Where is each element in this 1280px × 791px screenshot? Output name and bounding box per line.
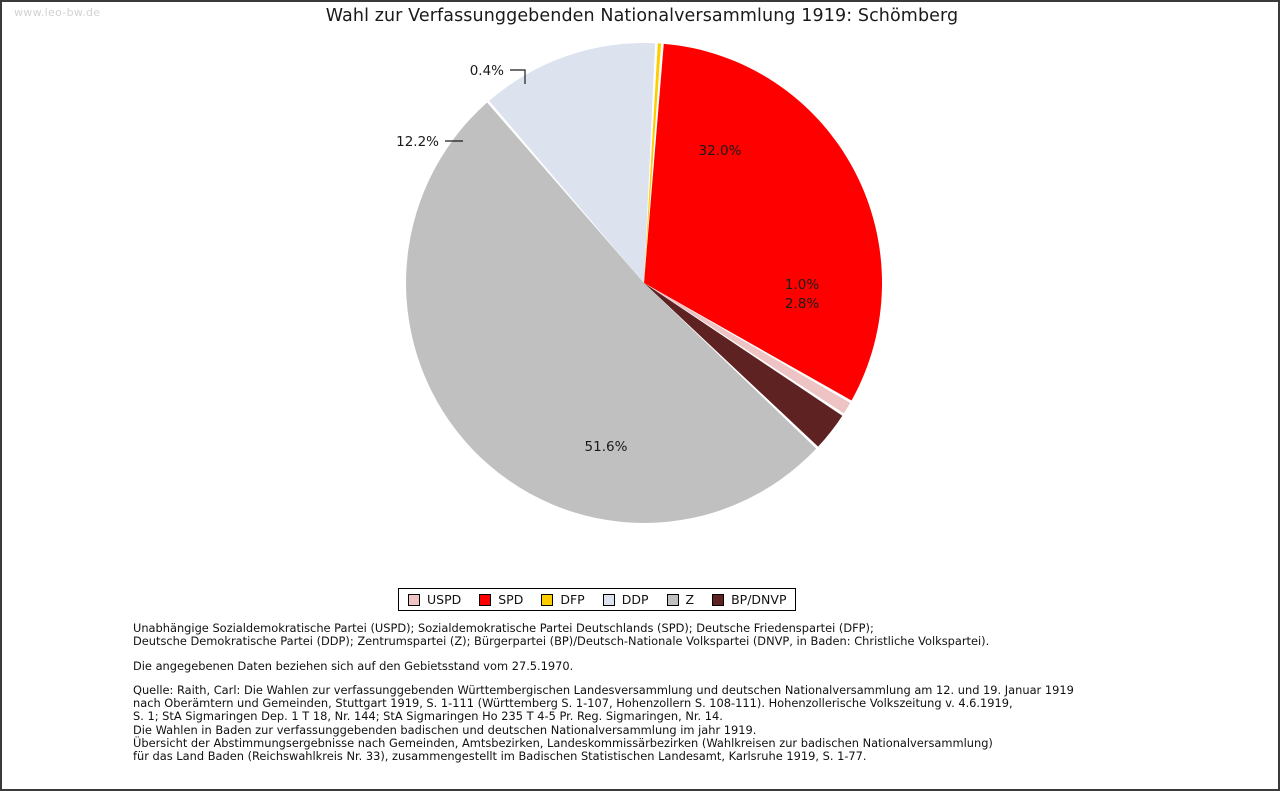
pie-chart: 0.4% 12.2% 32.0% 1.0% 2.8% 51.6% xyxy=(2,2,1278,582)
legend-label: Z xyxy=(685,592,695,607)
legend-item-spd[interactable]: SPD xyxy=(479,592,523,607)
slice-label-spd: 32.0% xyxy=(699,143,742,159)
pie-slice-ddp xyxy=(489,42,656,283)
pie-slice-dfp xyxy=(644,43,662,284)
note-line: Deutsche Demokratische Partei (DDP); Zen… xyxy=(133,634,990,649)
note-line: S. 1; StA Sigmaringen Dep. 1 T 18, Nr. 1… xyxy=(133,709,723,724)
slice-label-bpdnvp: 2.8% xyxy=(785,296,819,312)
slice-label-dfp: 0.4% xyxy=(470,63,504,79)
site-watermark: www.leo-bw.de xyxy=(14,6,101,19)
pie-slices xyxy=(406,42,882,523)
legend-swatch-icon xyxy=(479,593,492,606)
legend-swatch-icon xyxy=(602,593,615,606)
note-line: Übersicht der Abstimmungsergebnisse nach… xyxy=(133,736,993,751)
legend-item-uspd[interactable]: USPD xyxy=(408,592,461,607)
slice-label-ddp: 12.2% xyxy=(396,134,439,150)
note-parties: Unabhängige Sozialdemokratische Partei (… xyxy=(133,621,1193,649)
pie-slice-bp-dnvp xyxy=(644,283,843,447)
pie-slice-z xyxy=(406,102,817,523)
pie-slice-uspd xyxy=(644,283,851,414)
legend-item-ddp[interactable]: DDP xyxy=(602,592,649,607)
note-line: Die Wahlen in Baden zur verfassunggebend… xyxy=(133,722,757,737)
page-title: Wahl zur Verfassunggebenden Nationalvers… xyxy=(325,6,959,26)
note-territory: Die angegebenen Daten beziehen sich auf … xyxy=(133,658,1193,673)
pie-value-labels: 0.4% 12.2% 32.0% 1.0% 2.8% 51.6% xyxy=(396,63,819,455)
legend-label: SPD xyxy=(498,592,524,607)
pie-leader-lines xyxy=(445,69,526,142)
legend-label: BP/DNVP xyxy=(731,592,787,607)
legend-label: DDP xyxy=(621,592,649,607)
leader-line-dfp xyxy=(510,69,526,84)
slice-label-uspd: 1.0% xyxy=(785,277,819,293)
note-source: Quelle: Raith, Carl: Die Wahlen zur verf… xyxy=(133,682,1193,764)
note-line: Quelle: Raith, Carl: Die Wahlen zur verf… xyxy=(133,682,1074,697)
note-line: für das Land Baden (Reichswahlkreis Nr. … xyxy=(133,749,867,764)
slice-label-z: 51.6% xyxy=(585,439,628,455)
legend-swatch-icon xyxy=(666,593,679,606)
note-line: Unabhängige Sozialdemokratische Partei (… xyxy=(133,621,874,635)
chart-legend: USPD SPD DFP DDP Z BP/DNVP xyxy=(398,588,797,611)
legend-label: DFP xyxy=(560,592,585,607)
chart-footnotes: Unabhängige Sozialdemokratische Partei (… xyxy=(133,621,1193,764)
legend-item-dfp[interactable]: DFP xyxy=(541,592,585,607)
pie-slice-spd xyxy=(644,43,882,401)
legend-label: USPD xyxy=(427,592,462,607)
legend-swatch-icon xyxy=(408,593,420,606)
legend-item-bp-dnvp[interactable]: BP/DNVP xyxy=(712,592,786,607)
legend-item-z[interactable]: Z xyxy=(666,592,695,607)
legend-swatch-icon xyxy=(541,593,554,606)
legend-swatch-icon xyxy=(712,593,725,606)
note-line: nach Oberämtern und Gemeinden, Stuttgart… xyxy=(133,696,1013,711)
note-line: Die angegebenen Daten beziehen sich auf … xyxy=(133,658,574,673)
